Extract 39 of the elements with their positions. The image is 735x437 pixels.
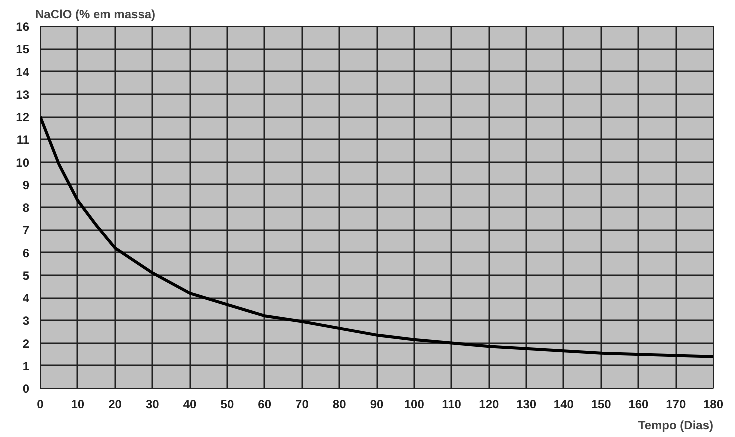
x-tick-label: 120 (479, 398, 500, 412)
y-tick-label: 11 (16, 133, 30, 148)
x-tick-label: 60 (258, 398, 272, 412)
y-axis-title: NaClO (% em massa) (36, 8, 156, 22)
y-tick-label: 12 (16, 110, 30, 124)
x-tick-label: 130 (516, 398, 537, 412)
x-tick-label: 160 (628, 398, 650, 412)
x-tick-label: 80 (332, 398, 347, 412)
y-tick-label: 5 (22, 268, 30, 283)
x-tick-label: 110 (442, 398, 462, 412)
x-tick-label: 0 (37, 398, 44, 412)
y-tick-label: 0 (22, 382, 30, 396)
x-tick-label: 10 (71, 398, 85, 412)
y-tick-label: 7 (22, 224, 30, 238)
x-tick-label: 90 (370, 398, 384, 412)
x-tick-label: 70 (296, 398, 310, 412)
y-tick-label: 16 (16, 20, 30, 34)
y-tick-label: 10 (16, 156, 30, 170)
y-tick-label: 6 (22, 246, 30, 260)
x-tick-label: 100 (404, 398, 425, 412)
y-tick-label: 1 (22, 359, 30, 374)
x-tick-label: 170 (666, 398, 686, 412)
x-tick-label: 30 (146, 398, 160, 412)
y-tick-label: 14 (16, 65, 30, 80)
y-tick-label: 9 (22, 178, 30, 192)
x-tick-label: 20 (108, 398, 122, 412)
x-tick-label: 50 (220, 398, 234, 412)
y-tick-label: 13 (16, 88, 30, 102)
x-tick-label: 150 (591, 398, 612, 412)
y-tick-label: 3 (22, 314, 30, 328)
x-axis-title: Tempo (Dias) (638, 418, 714, 432)
line-series (40, 116, 714, 358)
x-tick-label: 40 (183, 398, 198, 412)
x-tick-label: 180 (703, 398, 724, 412)
y-tick-label: 15 (16, 42, 30, 57)
y-tick-label: 8 (22, 201, 30, 215)
y-tick-label: 2 (22, 336, 30, 351)
y-tick-label: 4 (22, 292, 30, 306)
x-tick-label: 140 (554, 398, 574, 412)
